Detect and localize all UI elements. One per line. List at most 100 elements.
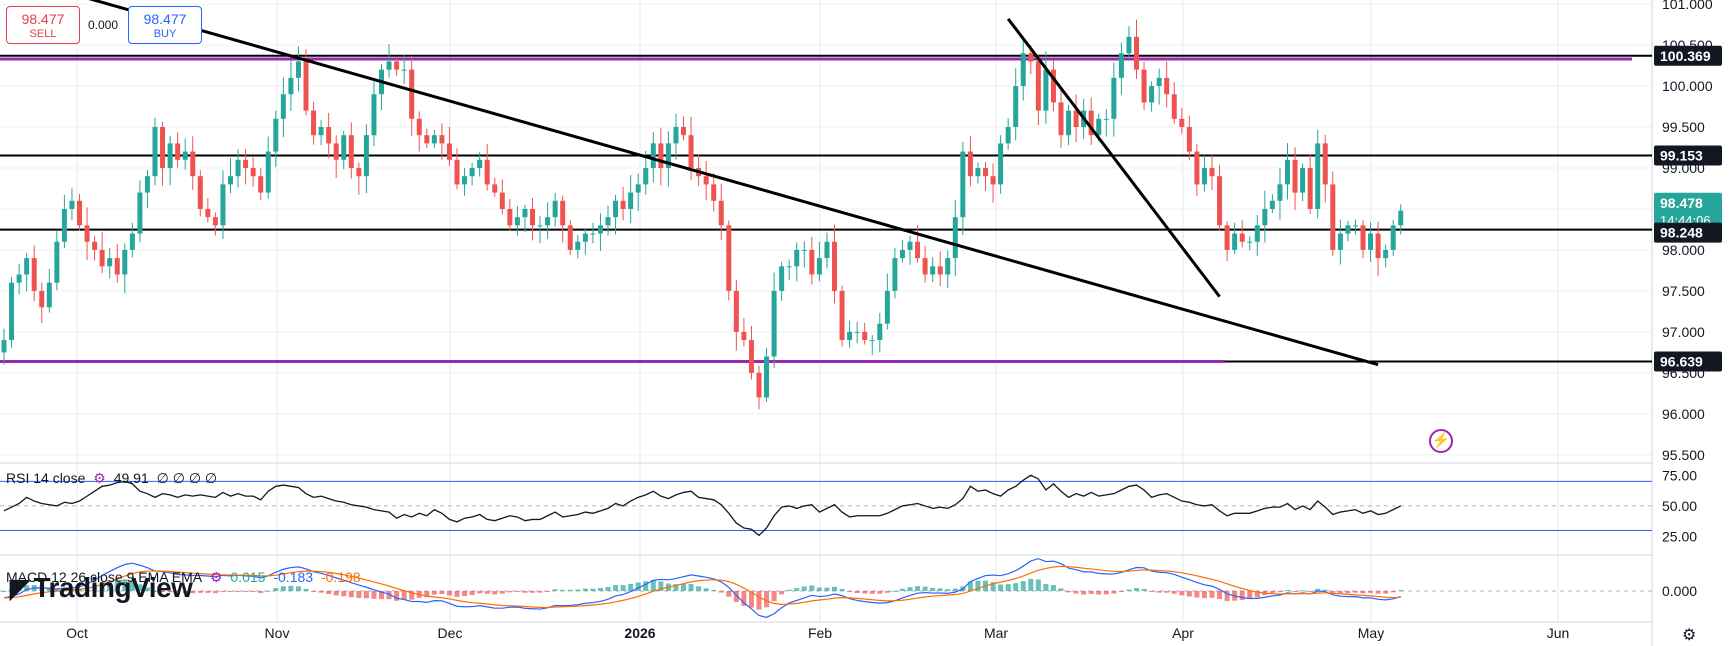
candle (673, 113, 679, 160)
candle (862, 322, 868, 345)
buy-price: 98.477 (143, 11, 187, 27)
price-label-bg (1654, 45, 1722, 66)
price-label-bg (1654, 192, 1722, 229)
macd-histogram-bar (409, 590, 415, 600)
candle (167, 135, 173, 186)
macd-histogram-bar (250, 590, 256, 592)
macd-histogram-bar (303, 588, 309, 591)
macd-histogram-bar (152, 590, 158, 592)
candle-body (348, 135, 354, 168)
gear-icon[interactable]: ⚙ (1682, 627, 1697, 644)
price-axis[interactable]: 101.000100.500100.00099.50099.00098.5009… (1653, 0, 1732, 646)
candle-body (711, 184, 717, 201)
macd-histogram-bar (1028, 578, 1034, 591)
candle (114, 244, 120, 283)
candle (1398, 204, 1404, 235)
candle-body (869, 340, 875, 342)
price-label-text: 98.478 (1660, 195, 1703, 211)
macd-histogram-bar (371, 590, 377, 599)
candle (280, 77, 286, 138)
candle-body (620, 200, 626, 209)
macd-histogram-bar (643, 581, 649, 591)
price-tick-label: 95.500 (1662, 447, 1705, 463)
candle (469, 162, 475, 186)
candle (1292, 147, 1298, 211)
macd-histogram-bar (1186, 590, 1192, 597)
sell-button[interactable]: 98.477 SELL (6, 6, 80, 44)
macd-histogram-bar (816, 587, 822, 591)
candle-body (492, 184, 498, 193)
candle (832, 224, 837, 304)
candle (160, 121, 166, 186)
price-label-text: 98.248 (1660, 225, 1703, 241)
candle (39, 282, 45, 323)
candle (228, 157, 233, 194)
candle (446, 126, 452, 167)
tradingview-logo[interactable]: ◤ TradingView (10, 572, 193, 604)
macd-histogram-bar (1352, 590, 1358, 593)
candle (1194, 143, 1200, 197)
candle-body (1186, 127, 1192, 152)
candle (77, 194, 82, 231)
candle-body (862, 331, 868, 341)
candle-body (1277, 184, 1283, 201)
candles (1, 19, 1404, 410)
candle-body (250, 167, 256, 177)
candle (552, 192, 558, 227)
macd-histogram-bar (998, 584, 1004, 591)
macd-histogram-bar (1103, 590, 1109, 595)
macd-histogram-bar (907, 587, 913, 591)
candle-body (1073, 110, 1079, 128)
macd-histogram-bar (786, 589, 792, 591)
macd-legend[interactable]: MACD 12 26 close 9 EMA EMA ⚙ 0.015 -0.18… (6, 569, 365, 586)
candle (567, 220, 573, 256)
macd-histogram-bar (733, 590, 739, 602)
macd-histogram-bar (1315, 588, 1321, 591)
candle (499, 179, 505, 215)
lightning-icon[interactable]: ⚡ (1429, 429, 1453, 453)
macd-histogram-bar (613, 585, 619, 591)
candle-body (190, 151, 196, 177)
candle-body (1232, 233, 1238, 250)
candle-body (265, 151, 271, 193)
macd-histogram-bar (1164, 590, 1170, 593)
candle-body (235, 159, 241, 177)
time-axis[interactable]: Oct Nov Dec 2026 Feb Mar Apr May Jun (66, 625, 1569, 641)
macd-histogram-bar (507, 590, 513, 593)
candle (1088, 97, 1094, 145)
macd-histogram-bar (99, 581, 105, 591)
candle (386, 44, 392, 78)
settings-icon[interactable]: ⚙ (93, 470, 106, 486)
candle-body (673, 127, 679, 144)
buy-button[interactable]: 98.477 BUY (128, 6, 202, 44)
macd-histogram-bar (1322, 589, 1328, 591)
macd-histogram-bar (779, 590, 785, 595)
candle (764, 347, 770, 402)
macd-line (3, 558, 1401, 618)
candle-body (507, 208, 513, 226)
candle-body (1254, 225, 1260, 242)
candle (839, 285, 845, 347)
candle-body (1028, 53, 1034, 62)
candle-body (809, 249, 815, 275)
candle-body (295, 61, 301, 78)
candle (597, 213, 603, 252)
candle-body (137, 192, 143, 234)
candle-body (816, 258, 822, 275)
macd-histogram-bar (16, 587, 22, 591)
settings-icon[interactable]: ⚙ (209, 569, 223, 585)
macd-histogram-bar (1307, 590, 1313, 592)
time-tick-label: Mar (984, 625, 1008, 641)
candle-body (363, 135, 369, 177)
candle (1360, 220, 1366, 258)
price-label-bg (1654, 351, 1722, 372)
macd-histogram-bar (1111, 590, 1117, 594)
rsi-legend[interactable]: RSI 14 close ⚙ 49.91 ∅ ∅ ∅ ∅ (6, 470, 221, 487)
macd-histogram-bar (854, 590, 860, 594)
macd-hist-value: 0.015 (230, 569, 266, 585)
macd-histogram-bar (1, 590, 7, 592)
macd-histogram-bar (1201, 590, 1207, 599)
candle-body (1217, 176, 1223, 226)
macd-histogram-bar (311, 590, 317, 592)
